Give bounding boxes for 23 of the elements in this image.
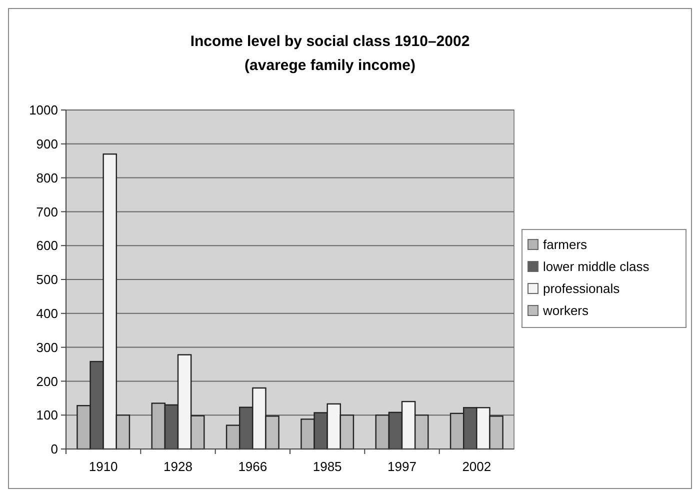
x-tick-label: 1966 <box>238 459 268 474</box>
legend-label: lower middle class <box>543 259 650 274</box>
y-tick-label: 1000 <box>29 102 58 118</box>
chart-title: Income level by social class 1910–2002 <box>190 33 470 50</box>
x-tick-label: 2002 <box>462 459 492 474</box>
legend-label: professionals <box>543 281 620 296</box>
legend-label: workers <box>542 303 590 318</box>
y-tick-label: 0 <box>50 442 58 457</box>
y-tick-label: 500 <box>36 272 58 288</box>
y-tick-label: 400 <box>36 306 58 321</box>
x-tick-label: 1910 <box>88 459 118 474</box>
y-tick-label: 800 <box>36 170 58 186</box>
x-tick-label: 1928 <box>164 459 192 474</box>
y-tick-label: 100 <box>36 408 58 423</box>
x-tick-label: 1997 <box>388 459 416 474</box>
chart-subtitle: (avarege family income) <box>244 57 416 74</box>
x-tick-label: 1985 <box>312 459 342 474</box>
y-tick-label: 700 <box>36 204 58 220</box>
y-tick-label: 600 <box>36 238 58 254</box>
y-tick-label: 900 <box>36 136 58 152</box>
y-tick-label: 300 <box>36 340 58 355</box>
y-tick-label: 200 <box>36 374 58 389</box>
legend-label: farmers <box>543 237 588 252</box>
